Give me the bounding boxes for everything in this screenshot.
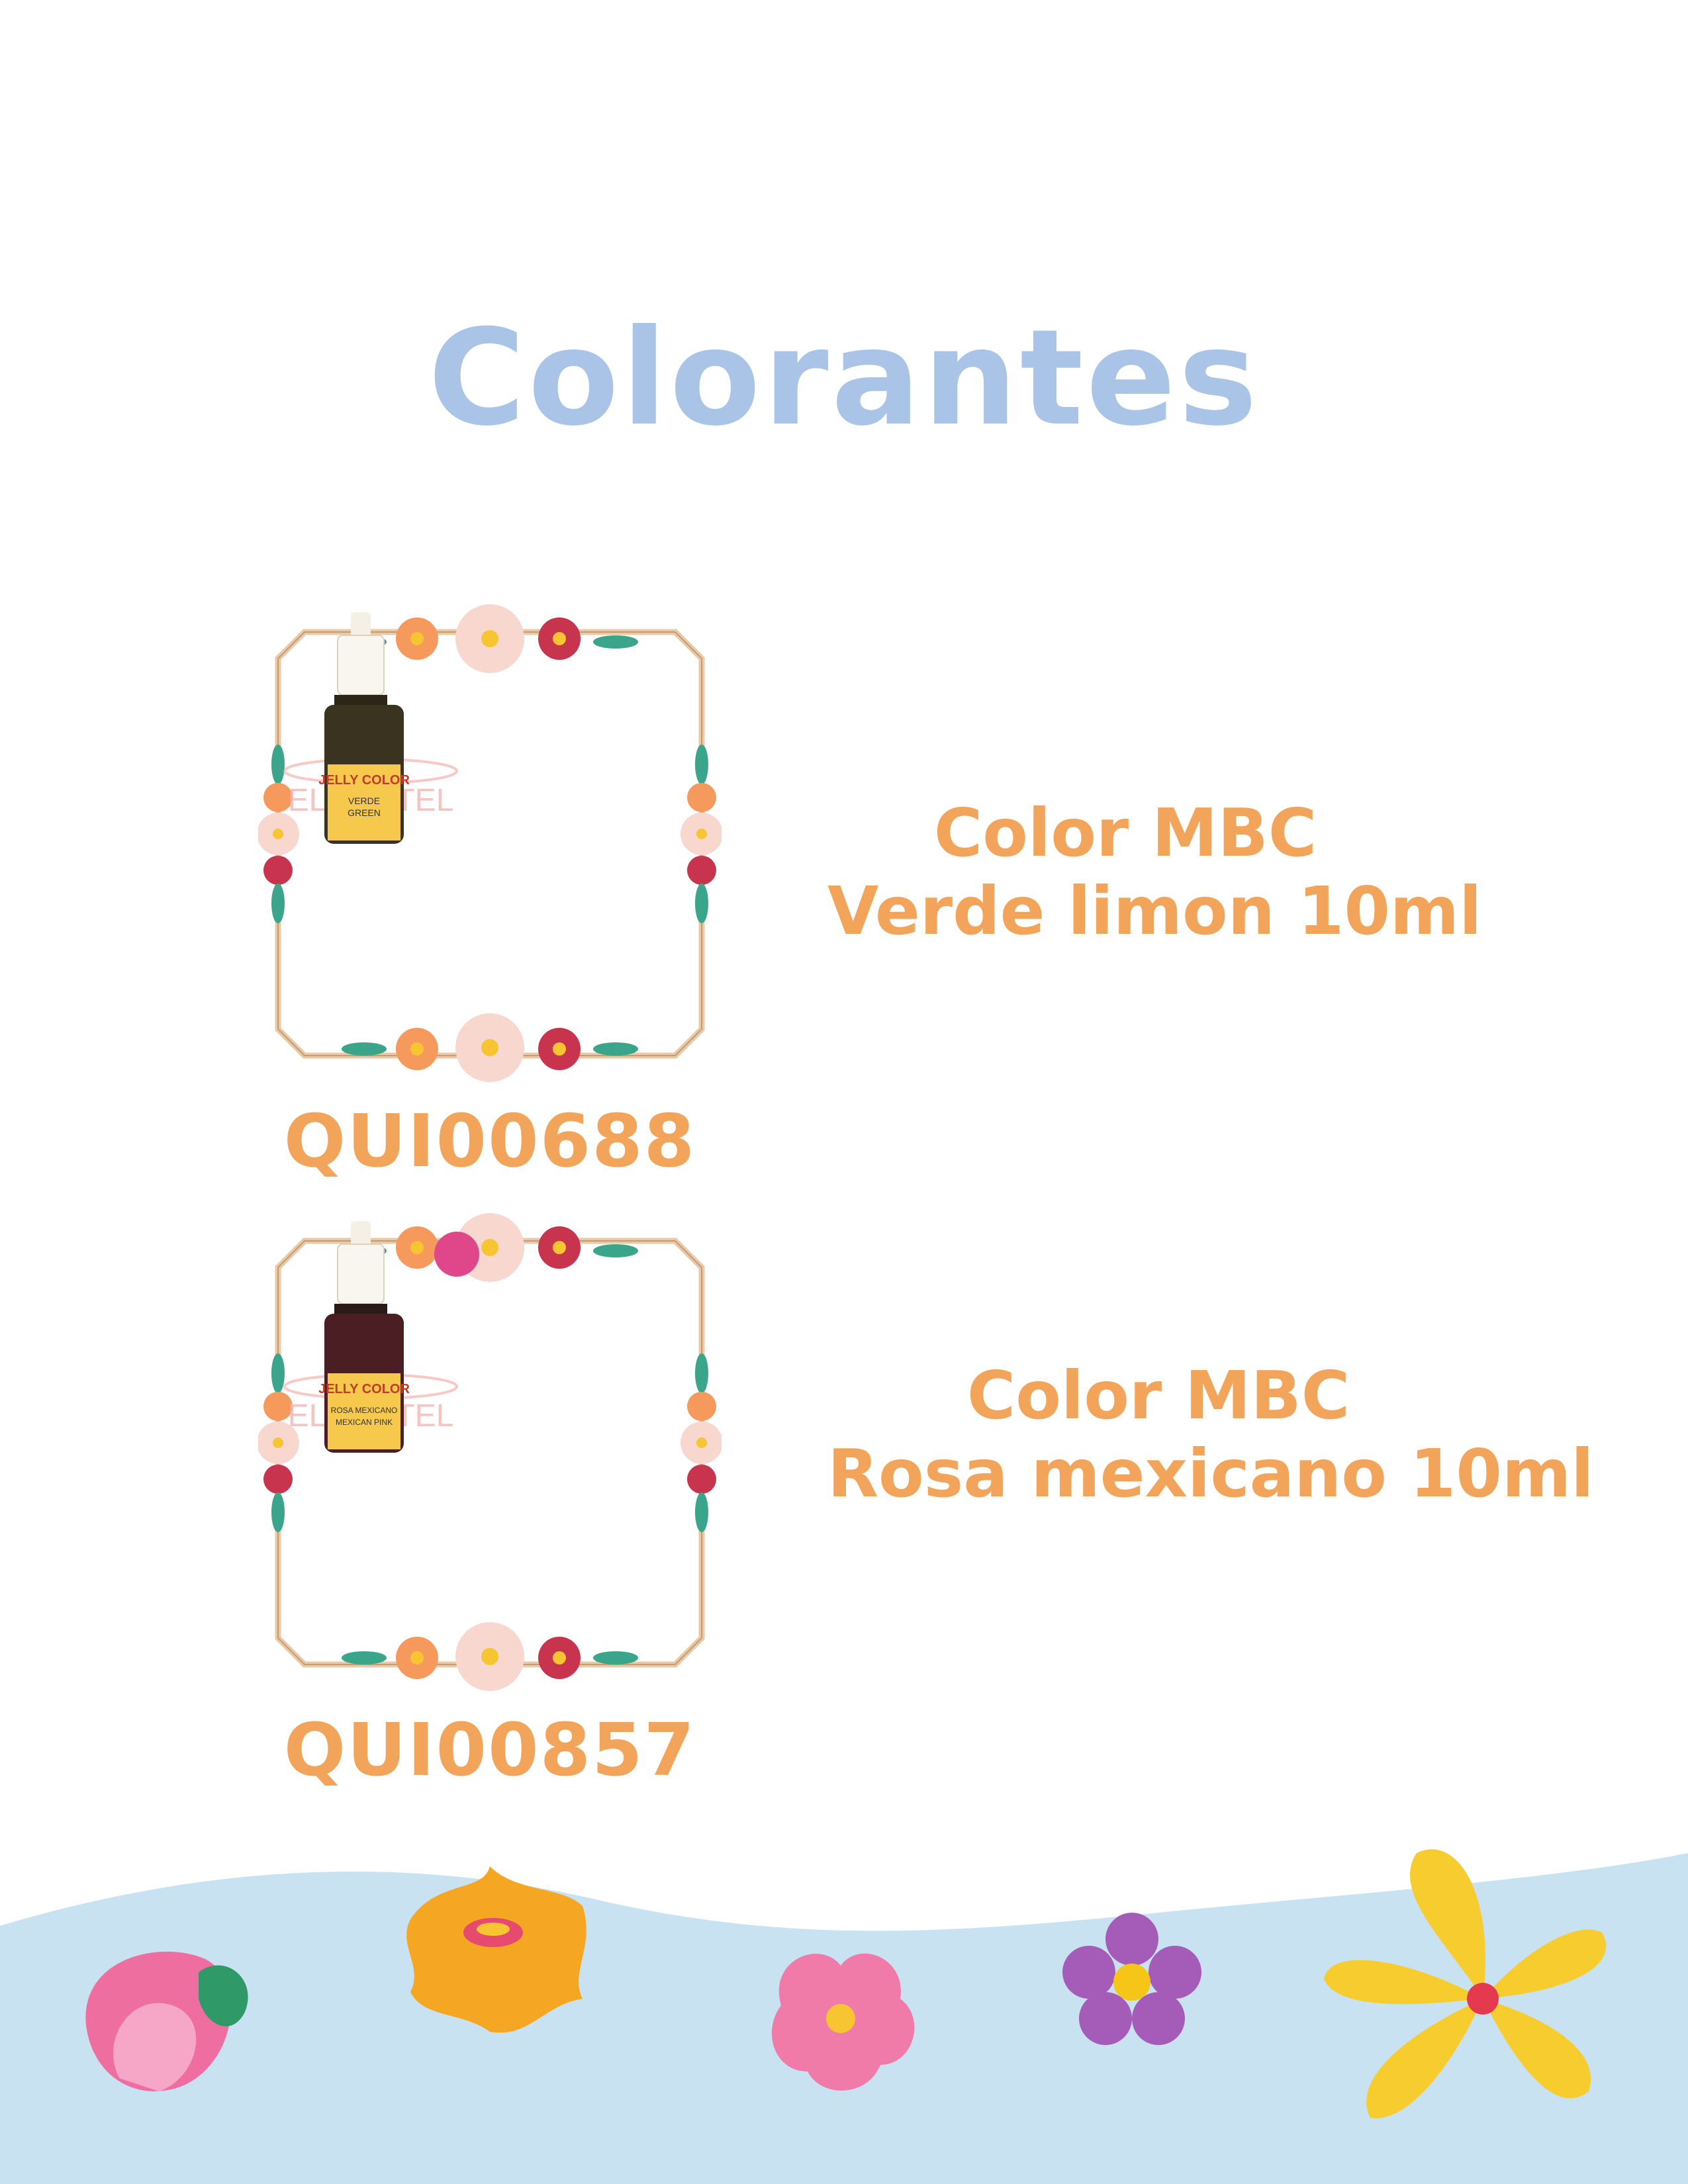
bottom-decoration	[0, 1849, 1688, 2184]
pink-daisy-icon	[771, 1953, 915, 2091]
color-swatch-icon	[434, 1232, 479, 1277]
product-frame-1: EL PASTEL JELLY COLOR VERDE GREEN	[258, 599, 722, 1089]
purple-flower-icon	[1062, 1913, 1201, 2045]
page-title: Colorantes	[428, 301, 1260, 455]
product-name-line2: Verde limon 10ml	[827, 872, 1482, 950]
product-description-1: Color MBC Verde limon 10ml	[827, 794, 1482, 950]
product-code-1: QUI00688	[283, 1099, 696, 1183]
product-name-line2: Rosa mexicano 10ml	[827, 1435, 1594, 1512]
brand-label: JELLY COLOR	[318, 1382, 410, 1396]
yellow-flower-icon	[1324, 1849, 1607, 2118]
label-line: GREEN	[348, 807, 381, 818]
product-description-2: Color MBC Rosa mexicano 10ml	[827, 1357, 1594, 1513]
label-line: MEXICAN PINK	[336, 1418, 393, 1427]
floral-frame-icon	[258, 1213, 722, 1691]
brand-label: JELLY COLOR	[318, 773, 410, 788]
pink-tulip-icon	[85, 1951, 248, 2091]
product-frame-2: EL PASTEL JELLY COLOR ROSA MEXICANO MEXI…	[258, 1208, 722, 1698]
product-name-line1: Color MBC	[966, 1357, 1350, 1434]
orange-flower-icon	[406, 1866, 586, 2033]
label-line: VERDE	[348, 796, 380, 806]
product-code-2: QUI00857	[283, 1707, 696, 1792]
product-image-2: EL PASTEL JELLY COLOR ROSA MEXICANO MEXI…	[283, 1221, 479, 1453]
label-line: ROSA MEXICANO	[331, 1406, 398, 1415]
floral-frame-icon	[258, 604, 722, 1082]
product-image-1: EL PASTEL JELLY COLOR VERDE GREEN	[283, 612, 458, 844]
product-name-line1: Color MBC	[933, 794, 1317, 872]
